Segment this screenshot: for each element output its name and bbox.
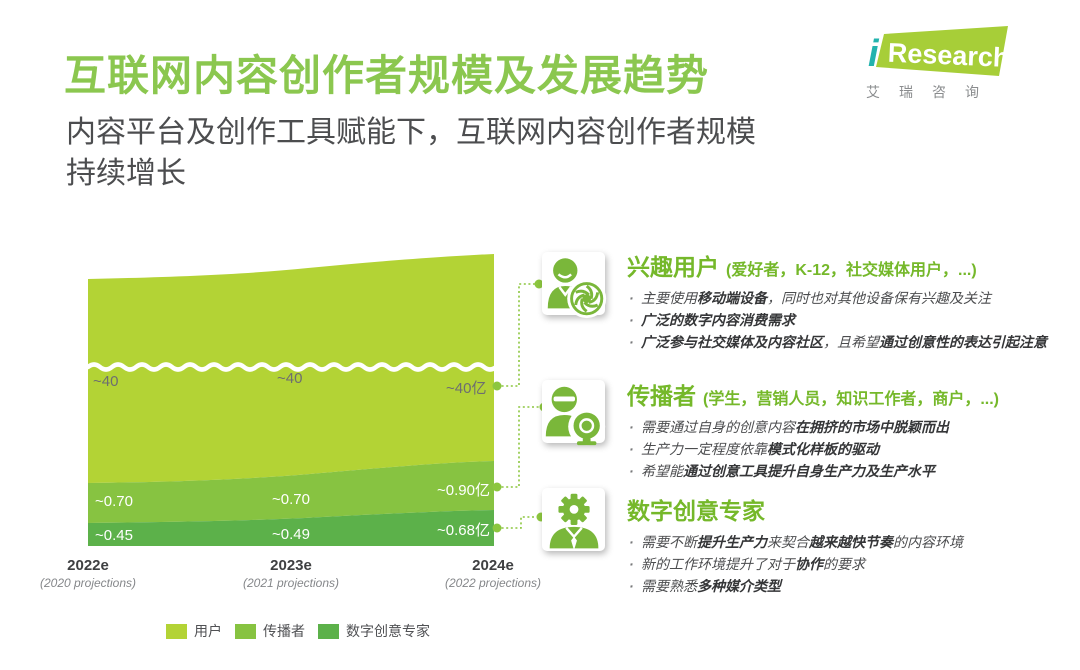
connector-dot	[534, 279, 544, 289]
iresearch-logo: Research i 艾瑞咨询	[856, 24, 1016, 104]
value-label-spreaders-2022: ~0.70	[95, 493, 133, 510]
bullet-item: 需要不断提升生产力来契合越来越快节奏的内容环境	[627, 531, 1072, 553]
section-heading: 兴趣用户 (爱好者，K-12，社交媒体用户，...)	[627, 248, 1072, 282]
bullet-item: 生产力一定程度依靠模式化样板的驱动	[627, 438, 1072, 460]
legend-label: 数字创意专家	[346, 623, 430, 639]
axis-break-wave	[85, 362, 499, 372]
section-spreaders: 传播者 (学生，营销人员，知识工作者，商户，...) 需要通过自身的创意内容在拥…	[627, 377, 1072, 482]
connector-users	[497, 283, 538, 387]
page-title: 互联网内容创作者规模及发展趋势	[64, 52, 710, 99]
interest-user-icon	[542, 252, 607, 319]
bullet-item: 希望能通过创意工具提升自身生产力及生产水平	[627, 460, 1072, 482]
logo-i-letter: i	[868, 33, 880, 75]
connector-dot	[492, 381, 502, 391]
bullet-item: 需要通过自身的创意内容在拥挤的市场中脱颖而出	[627, 416, 1072, 438]
legend-item-spreaders: 传播者	[235, 621, 305, 641]
x-axis-note: (2022 projections)	[444, 576, 542, 590]
value-label-experts-2024: ~0.68亿	[437, 522, 490, 539]
bullet-item: 广泛的数字内容消费需求	[627, 309, 1072, 331]
subtitle-line-1: 内容平台及创作工具赋能下，互联网内容创作者规模	[66, 116, 756, 149]
digital-expert-icon	[542, 488, 605, 551]
logo-brand-text: Research	[887, 38, 1010, 73]
x-axis-year: 2024e	[472, 557, 514, 574]
section-heading: 数字创意专家	[627, 492, 1072, 526]
bullet-item: 主要使用移动端设备，同时也对其他设备保有兴趣及关注	[627, 287, 1072, 309]
logo-chinese-name: 艾瑞咨询	[866, 84, 998, 100]
area-spreaders	[88, 461, 494, 523]
section-bullets: 主要使用移动端设备，同时也对其他设备保有兴趣及关注广泛的数字内容消费需求广泛参与…	[627, 287, 1072, 353]
legend-swatch-users	[166, 623, 187, 639]
x-axis-label-2023: 2023e (2021 projections)	[206, 557, 376, 590]
x-axis-label-2024: 2024e (2022 projections)	[408, 557, 578, 590]
legend-swatch-spreaders	[235, 623, 256, 639]
section-title: 数字创意专家	[627, 498, 765, 524]
chart-legend: 用户 传播者 数字创意专家	[166, 621, 430, 641]
iresearch-logo-mark: Research i	[868, 26, 1010, 76]
subtitle-line-2: 持续增长	[66, 157, 186, 190]
value-label-experts-2022: ~0.45	[95, 527, 133, 544]
x-axis-year: 2023e	[270, 557, 312, 574]
value-label-users-2023: ~40	[277, 370, 303, 387]
value-label-users-2024: ~40亿	[446, 380, 487, 397]
x-axis-label-2022: 2022e (2020 projections)	[3, 557, 173, 590]
spreader-icon	[542, 380, 606, 446]
connector-experts	[497, 516, 540, 529]
page-subtitle: 内容平台及创作工具赋能下，互联网内容创作者规模 持续增长	[66, 112, 756, 194]
section-subtitle: (爱好者，K-12，社交媒体用户，...)	[726, 262, 977, 279]
x-axis-year: 2022e	[67, 557, 109, 574]
section-digital-experts: 数字创意专家 需要不断提升生产力来契合越来越快节奏的内容环境新的工作环境提升了对…	[627, 492, 1072, 597]
value-label-experts-2023: ~0.49	[272, 526, 310, 543]
area-experts	[88, 510, 494, 546]
section-bullets: 需要不断提升生产力来契合越来越快节奏的内容环境新的工作环境提升了对于协作的要求需…	[627, 531, 1072, 597]
section-heading: 传播者 (学生，营销人员，知识工作者，商户，...)	[627, 377, 1072, 411]
legend-item-users: 用户	[166, 621, 222, 641]
legend-label: 传播者	[263, 623, 305, 639]
section-bullets: 需要通过自身的创意内容在拥挤的市场中脱颖而出生产力一定程度依靠模式化样板的驱动希…	[627, 416, 1072, 482]
x-axis-note: (2021 projections)	[242, 576, 340, 590]
value-label-spreaders-2024: ~0.90亿	[437, 482, 490, 499]
connector-dot	[492, 523, 502, 533]
section-title: 兴趣用户	[627, 254, 719, 280]
x-axis-note: (2020 projections)	[39, 576, 137, 590]
section-title: 传播者	[627, 383, 696, 409]
bullet-item: 新的工作环境提升了对于协作的要求	[627, 553, 1072, 575]
connector-dot	[492, 482, 502, 492]
section-interest-users: 兴趣用户 (爱好者，K-12，社交媒体用户，...) 主要使用移动端设备，同时也…	[627, 248, 1072, 353]
bullet-item: 需要熟悉多种媒介类型	[627, 575, 1072, 597]
bullet-item: 广泛参与社交媒体及内容社区，且希望通过创意性的表达引起注意	[627, 331, 1072, 353]
section-subtitle: (学生，营销人员，知识工作者，商户，...)	[703, 391, 999, 408]
value-label-users-2022: ~40	[93, 373, 119, 390]
legend-label: 用户	[194, 623, 222, 639]
legend-item-experts: 数字创意专家	[318, 621, 430, 641]
connector-spreaders	[497, 406, 543, 488]
value-label-spreaders-2023: ~0.70	[272, 491, 310, 508]
legend-swatch-experts	[318, 623, 339, 639]
